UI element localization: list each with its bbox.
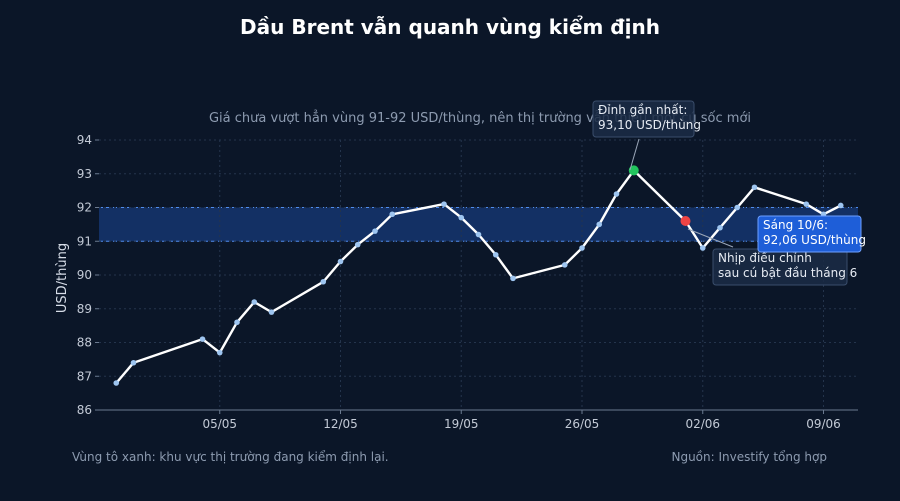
y-tick-label: 88 — [77, 336, 92, 350]
x-tick-label: 09/06 — [806, 417, 841, 431]
footer-source: Nguồn: Investify tổng hợp — [671, 450, 827, 464]
annotation-dip: Nhịp điều chỉnh sau cú bật đầu tháng 6 — [687, 228, 857, 286]
annotation-latest-line1: Sáng 10/6: — [763, 218, 828, 232]
annotation-peak: Đỉnh gần nhất: 93,10 USD/thùng — [592, 100, 701, 171]
x-tick-label: 19/05 — [444, 417, 479, 431]
annotation-peak-box — [592, 100, 695, 138]
data-point — [837, 202, 844, 209]
data-point — [613, 191, 620, 197]
x-tick-label: 26/05 — [565, 417, 600, 431]
data-point — [596, 221, 603, 228]
annotation-latest-box — [757, 215, 862, 253]
data-point — [337, 258, 344, 265]
annotation-latest-line2: 92,06 USD/thùng — [763, 233, 866, 247]
data-point — [734, 204, 741, 211]
data-point — [803, 201, 810, 207]
dip-point — [680, 216, 691, 226]
annotation-dip-line2: sau cú bật đầu tháng 6 — [718, 266, 857, 280]
data-point — [510, 275, 516, 282]
annotation-peak-line1: Đỉnh gần nhất: — [598, 103, 687, 117]
data-point — [475, 231, 482, 238]
data-point — [492, 251, 499, 258]
annotation-dip-arrow — [687, 228, 734, 248]
annotation-dip-line1: Nhịp điều chỉnh — [718, 251, 812, 265]
data-point — [199, 336, 206, 342]
y-tick-label: 90 — [77, 268, 92, 282]
y-tick-label: 89 — [77, 302, 92, 316]
series-price — [113, 167, 844, 386]
chart-title: Dầu Brent vẫn quanh vùng kiểm định — [240, 15, 660, 39]
data-point — [234, 319, 240, 326]
data-point — [389, 211, 396, 218]
footer-note: Vùng tô xanh: khu vực thị trường đang ki… — [72, 450, 389, 464]
data-point — [561, 262, 568, 268]
y-tick-label: 86 — [77, 403, 92, 417]
data-point — [372, 228, 378, 234]
y-tick-label: 92 — [77, 201, 92, 215]
x-tick-label: 05/05 — [202, 417, 237, 431]
data-point — [268, 309, 275, 315]
data-point — [354, 241, 361, 248]
y-axis-label: USD/thùng — [55, 243, 70, 313]
data-point — [441, 201, 447, 207]
annotation-peak-line2: 93,10 USD/thùng — [598, 118, 701, 132]
y-axis-ticks: 86 87 88 89 90 91 92 93 94 — [77, 133, 99, 417]
data-point — [751, 184, 758, 191]
peak-point — [628, 165, 639, 176]
annotation-latest: Sáng 10/6: 92,06 USD/thùng — [757, 215, 866, 253]
y-tick-label: 91 — [77, 234, 92, 248]
data-point — [717, 224, 723, 231]
y-tick-label: 93 — [77, 167, 92, 181]
data-point — [699, 245, 706, 251]
data-point — [579, 245, 585, 251]
x-tick-label: 12/05 — [323, 417, 358, 431]
x-axis-ticks: 05/05 12/05 19/05 26/05 02/06 09/06 — [202, 410, 841, 431]
series-line — [115, 169, 842, 384]
highlight-points — [628, 165, 691, 226]
y-tick-label: 94 — [77, 133, 92, 147]
x-tick-label: 02/06 — [685, 417, 720, 431]
data-point — [251, 299, 258, 305]
data-point — [113, 380, 120, 386]
data-point — [130, 359, 137, 366]
annotation-peak-arrow — [629, 138, 640, 171]
data-point — [216, 349, 223, 356]
data-point — [320, 278, 327, 285]
y-tick-label: 87 — [77, 369, 92, 383]
data-point — [458, 214, 465, 221]
